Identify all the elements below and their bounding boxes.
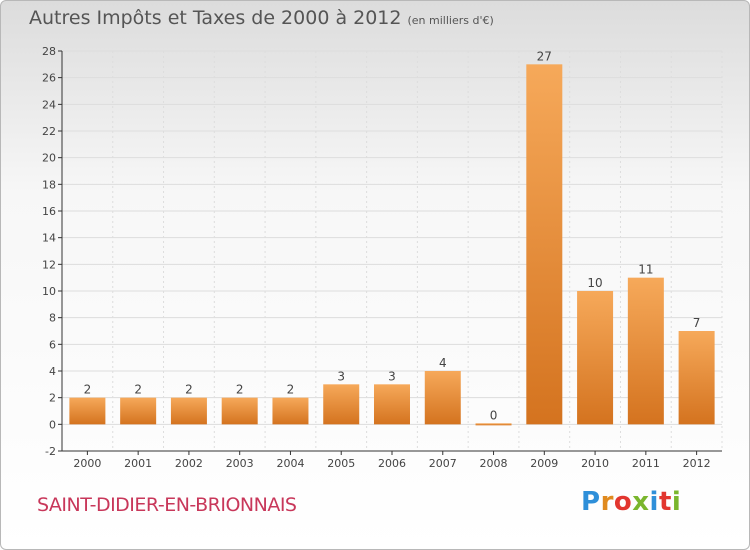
y-tick-label: 0 xyxy=(49,418,56,431)
y-tick-label: 10 xyxy=(42,285,56,298)
x-tick-label-2006: 2006 xyxy=(378,457,406,470)
value-label-2004: 2 xyxy=(287,383,295,397)
value-label-2009: 27 xyxy=(537,49,552,63)
x-tick-label-2011: 2011 xyxy=(632,457,660,470)
value-label-2007: 4 xyxy=(439,356,447,370)
value-label-2006: 3 xyxy=(388,369,396,383)
y-tick-label: 22 xyxy=(42,125,56,138)
y-tick-label: 18 xyxy=(42,178,56,191)
bar-2011 xyxy=(627,277,664,425)
value-label-2008: 0 xyxy=(490,408,498,422)
value-label-2005: 3 xyxy=(337,369,345,383)
bar-2000 xyxy=(69,397,106,425)
x-tick-label-2007: 2007 xyxy=(429,457,457,470)
bar-2002 xyxy=(170,397,207,425)
value-label-2003: 2 xyxy=(236,383,244,397)
x-tick-label-2005: 2005 xyxy=(327,457,355,470)
bar-2009 xyxy=(526,64,563,425)
logo-letter: r xyxy=(600,487,614,517)
x-tick-label-2010: 2010 xyxy=(581,457,609,470)
chart-title-text: Autres Impôts et Taxes de 2000 à 2012 xyxy=(29,7,402,29)
bar-2004 xyxy=(272,397,309,425)
x-tick-label-2000: 2000 xyxy=(73,457,101,470)
y-tick-label: 12 xyxy=(42,258,56,271)
bar-2001 xyxy=(120,397,157,425)
x-tick-label-2008: 2008 xyxy=(480,457,508,470)
x-tick-label-2002: 2002 xyxy=(175,457,203,470)
y-tick-label: 14 xyxy=(42,232,56,245)
logo-letter: P xyxy=(581,487,601,517)
x-tick-label-2009: 2009 xyxy=(530,457,558,470)
y-tick-label: -2 xyxy=(45,445,56,458)
data-labels: 2 2 2 2 2 3 3 4 0 27 10 11 7 xyxy=(84,49,701,422)
bar-2003 xyxy=(221,397,258,425)
bar-2007 xyxy=(424,371,461,425)
y-tick-label: 4 xyxy=(49,365,56,378)
logo-letter: o xyxy=(613,487,633,517)
commune-name: SAINT-DIDIER-EN-BRIONNAIS xyxy=(37,494,297,516)
y-tick-label: 28 xyxy=(42,45,56,58)
bars xyxy=(69,64,715,426)
logo-letter: i xyxy=(649,487,659,517)
value-label-2001: 2 xyxy=(134,383,142,397)
logo-letter: t xyxy=(658,487,672,517)
proxiti-logo[interactable]: Proxiti xyxy=(581,487,681,517)
bar-2008 xyxy=(475,423,512,426)
y-tick-label: 16 xyxy=(42,205,56,218)
y-tick-label: 26 xyxy=(42,72,56,85)
value-label-2000: 2 xyxy=(84,383,92,397)
x-tick-label-2003: 2003 xyxy=(226,457,254,470)
y-tick-label: 2 xyxy=(49,392,56,405)
y-tick-label: 20 xyxy=(42,152,56,165)
chart-title: Autres Impôts et Taxes de 2000 à 2012 (en… xyxy=(29,7,494,29)
bar-2006 xyxy=(374,384,410,425)
bar-2010 xyxy=(577,291,614,425)
y-tick-label: 24 xyxy=(42,98,56,111)
x-tick-label-2001: 2001 xyxy=(124,457,152,470)
bar-2005 xyxy=(323,384,360,425)
value-label-2010: 10 xyxy=(587,276,602,290)
x-tick-label-2004: 2004 xyxy=(276,457,304,470)
logo-letter: x xyxy=(632,487,650,517)
y-tick-label: 6 xyxy=(49,338,56,351)
x-tick-label-2012: 2012 xyxy=(683,457,711,470)
chart-subtitle: (en milliers d'€) xyxy=(407,14,494,27)
bar-2012 xyxy=(678,331,715,425)
value-label-2012: 7 xyxy=(693,316,701,330)
logo-letter: i xyxy=(671,487,682,517)
y-tick-label: 8 xyxy=(49,312,56,325)
value-label-2011: 11 xyxy=(638,263,653,277)
value-label-2002: 2 xyxy=(185,383,193,397)
